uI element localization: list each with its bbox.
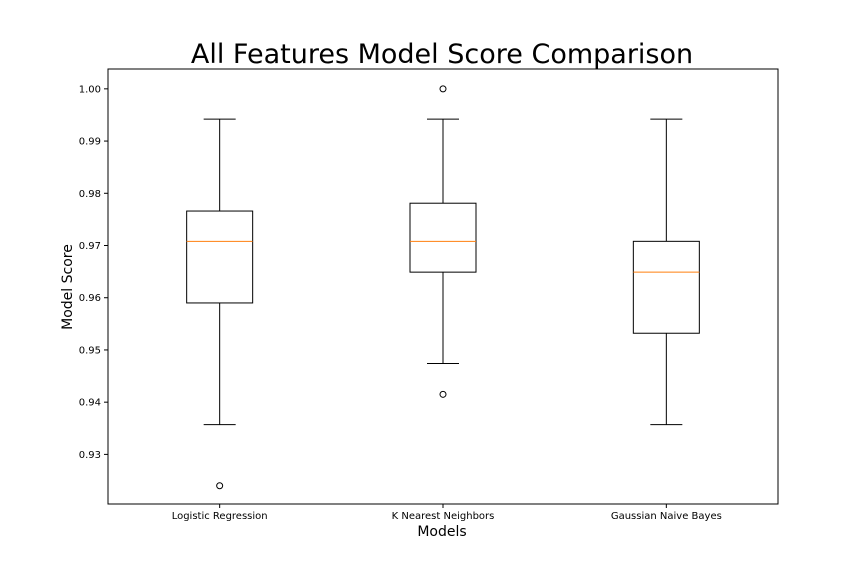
chart-title: All Features Model Score Comparison xyxy=(191,39,693,70)
y-tick-label: 0.96 xyxy=(79,293,101,304)
iqr-box xyxy=(632,240,700,334)
outlier-point xyxy=(439,390,447,398)
y-tick-label: 1.00 xyxy=(79,84,101,95)
box-3 xyxy=(632,118,700,426)
y-tick-label: 0.94 xyxy=(79,398,101,409)
x-tick-label: Gaussian Naive Bayes xyxy=(611,511,722,522)
x-tick-label: K Nearest Neighbors xyxy=(392,511,495,522)
y-tick-label: 0.99 xyxy=(79,137,101,148)
box-1 xyxy=(186,118,254,490)
outlier-point xyxy=(439,85,447,93)
iqr-box xyxy=(409,202,477,273)
y-axis: 0.93 0.94 0.95 0.96 0.97 0.98 0.99 1.00 xyxy=(79,84,108,461)
iqr-box xyxy=(186,210,254,304)
y-tick-label: 0.97 xyxy=(79,241,101,252)
box-series xyxy=(186,85,700,490)
outlier-point xyxy=(216,482,224,490)
y-axis-label: Model Score xyxy=(60,244,76,330)
y-tick-label: 0.95 xyxy=(79,345,101,356)
x-tick-label: Logistic Regression xyxy=(172,511,268,522)
y-tick-label: 0.93 xyxy=(79,450,101,461)
x-axis-label: Models xyxy=(417,524,466,540)
box-2 xyxy=(409,85,477,398)
x-axis: Logistic Regression K Nearest Neighbors Ga… xyxy=(172,504,722,522)
y-tick-label: 0.98 xyxy=(79,189,101,200)
